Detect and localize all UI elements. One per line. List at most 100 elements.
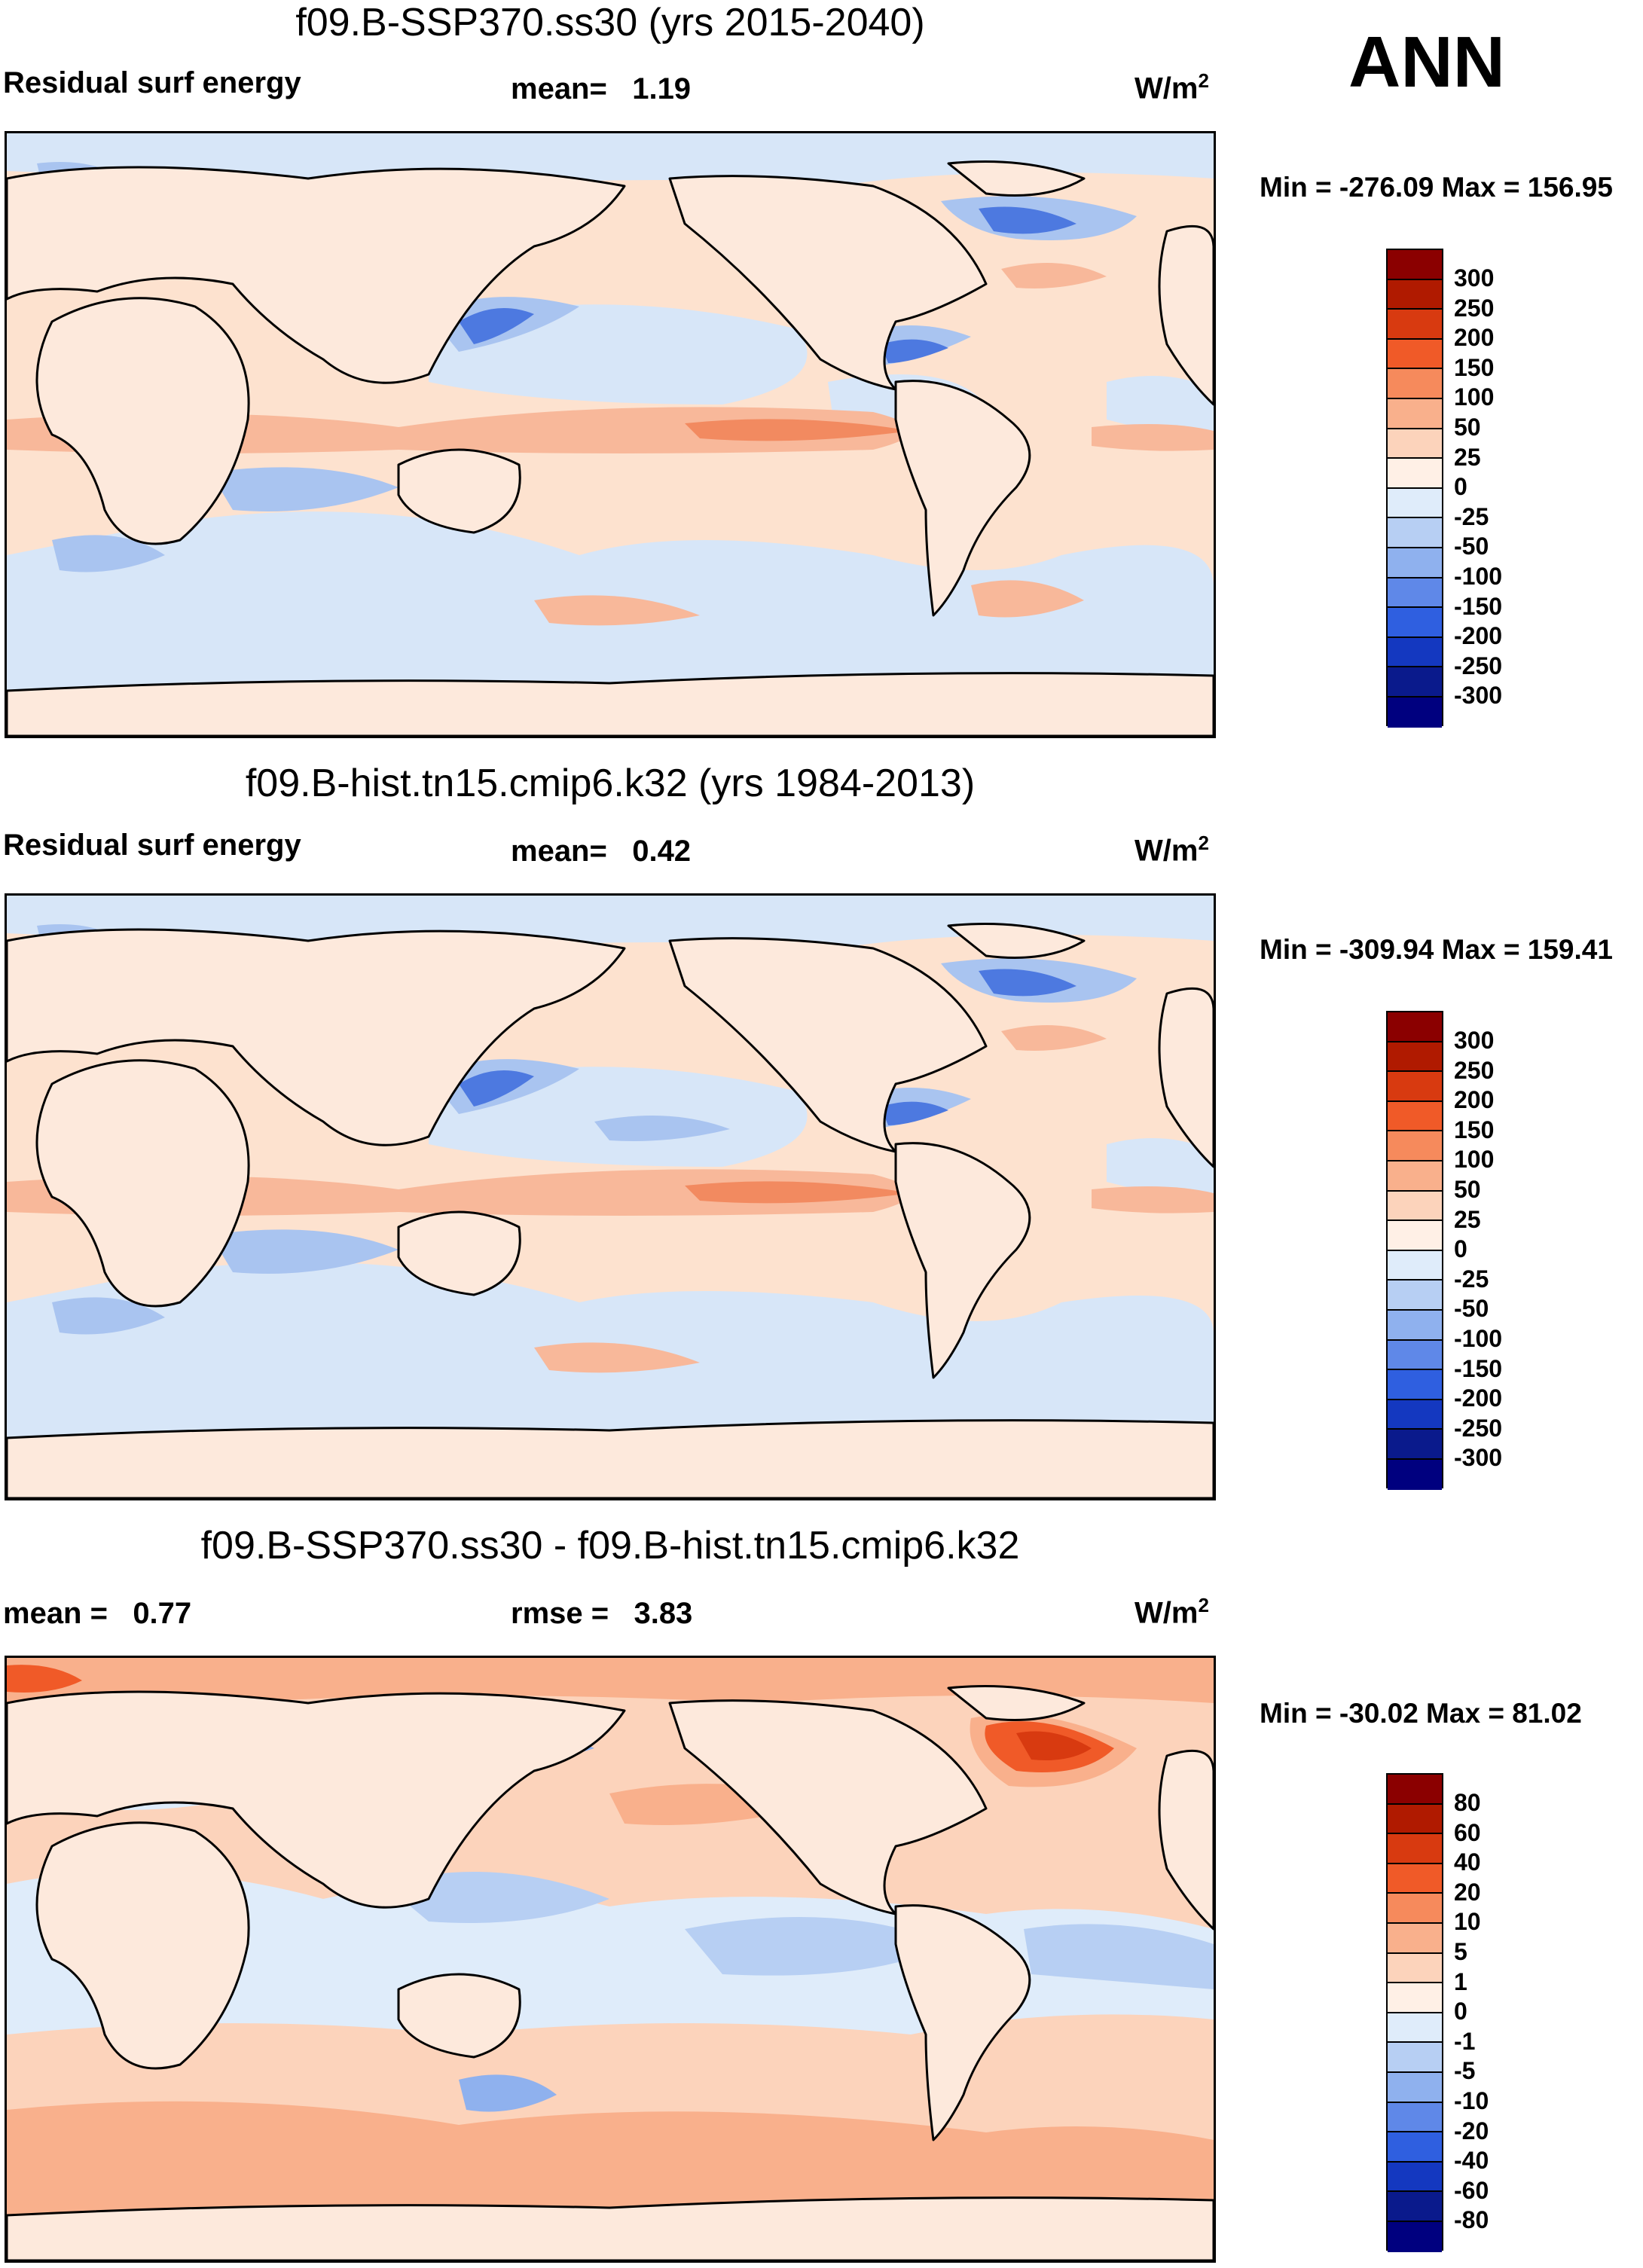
panel-1-tick: -200 (1454, 622, 1503, 650)
panel-1-swatch (1388, 578, 1442, 609)
panel-2-swatch (1388, 1370, 1442, 1400)
panel-2-colorbar (1386, 1011, 1443, 1490)
panel-2-tick: 25 (1454, 1205, 1481, 1233)
panel-2-map (5, 893, 1216, 1500)
panel-2-swatch (1388, 1221, 1442, 1251)
panel-1-swatch (1388, 608, 1442, 638)
panel-3-minmax: Min = -30.02 Max = 81.02 (1260, 1698, 1582, 1729)
panel-1-colorbar (1386, 249, 1443, 728)
panel-2-tick: 0 (1454, 1235, 1467, 1263)
panel-3-tick: -10 (1454, 2086, 1489, 2114)
panel-3-tick: 40 (1454, 1848, 1481, 1876)
panel-1-tick: 0 (1454, 473, 1467, 501)
panel-2-tick: 250 (1454, 1056, 1495, 1084)
panel-2-title: f09.B-hist.tn15.cmip6.k32 (yrs 1984-2013… (245, 762, 976, 805)
panel-3-swatch (1388, 2192, 1442, 2222)
panel-2-swatch (1388, 1042, 1442, 1073)
panel-2-swatch (1388, 1161, 1442, 1192)
panel-1-units: W/m2 (1135, 69, 1209, 105)
panel-3-colorbar-ticks: 80 60 40 20 10 5 1 0 -1 -5 -10 -20 -40 -… (1454, 1788, 1544, 2236)
panel-2-swatch (1388, 1430, 1442, 1460)
panel-3-rmse-label: rmse = 3.83 (511, 1597, 693, 1630)
panel-3-tick: -40 (1454, 2147, 1489, 2175)
panel-1-variable-label: Residual surf energy (3, 66, 301, 99)
panel-1-minmax: Min = -276.09 Max = 156.95 (1260, 172, 1613, 203)
panel-1-tick: 25 (1454, 443, 1481, 471)
panel-1-colorbar-ticks: 300 250 200 150 100 50 25 0 -25 -50 -100… (1454, 264, 1544, 711)
panel-1-swatch (1388, 459, 1442, 489)
panel-3-tick: 80 (1454, 1789, 1481, 1816)
panel-2-tick: 100 (1454, 1146, 1495, 1174)
panel-2-swatch (1388, 1250, 1442, 1281)
panel-3-tick: -20 (1454, 2117, 1489, 2144)
panel-2-tick: -100 (1454, 1324, 1503, 1352)
panel-3-mean-label: mean = 0.77 (3, 1597, 192, 1630)
panel-1-swatch (1388, 279, 1442, 310)
panel-3-map (5, 1656, 1216, 2263)
panel-1-map (5, 131, 1216, 738)
panel-1-swatch (1388, 697, 1442, 728)
panel-3-swatch (1388, 1923, 1442, 1954)
panel-2-tick: -250 (1454, 1414, 1503, 1442)
panel-2-swatch (1388, 1340, 1442, 1371)
panel-3-swatch (1388, 2132, 1442, 2163)
panel-1-mean-label: mean= 1.19 (511, 72, 692, 105)
panel-1-tick: -50 (1454, 533, 1489, 560)
panel-3-swatch (1388, 2162, 1442, 2193)
panel-1-swatch (1388, 398, 1442, 429)
panel-1-swatch (1388, 637, 1442, 668)
panel-1-swatch (1388, 429, 1442, 459)
panel-2-swatch (1388, 1310, 1442, 1341)
panel-1-swatch (1388, 369, 1442, 399)
panel-1-swatch (1388, 339, 1442, 370)
panel-2-tick: -200 (1454, 1384, 1503, 1412)
panel-2-swatch (1388, 1459, 1442, 1490)
panel-2-tick: 200 (1454, 1086, 1495, 1114)
panel-2-colorbar-ticks: 300 250 200 150 100 50 25 0 -25 -50 -100… (1454, 1026, 1544, 1473)
panel-1-tick: 250 (1454, 294, 1495, 322)
panel-3-swatch (1388, 2102, 1442, 2133)
panel-3-tick: 20 (1454, 1878, 1481, 1906)
panel-3-swatch (1388, 1775, 1442, 1805)
panel-3-swatch (1388, 1864, 1442, 1894)
panel-1-swatch (1388, 518, 1442, 548)
panel-3-swatch (1388, 1983, 1442, 2013)
panel-1-tick: -250 (1454, 652, 1503, 679)
panel-1-tick: -150 (1454, 592, 1503, 620)
panel-3-tick: -80 (1454, 2206, 1489, 2234)
panel-1-mean-value: 1.19 (632, 72, 692, 105)
panel-3-tick: -60 (1454, 2176, 1489, 2204)
panel-2-mean-label: mean= 0.42 (511, 835, 692, 868)
panel-3-tick: 5 (1454, 1937, 1467, 1965)
panel-3-rmse-value: 3.83 (634, 1597, 693, 1630)
panel-1-title: f09.B-SSP370.ss30 (yrs 2015-2040) (295, 1, 925, 44)
panel-2-tick: -150 (1454, 1354, 1503, 1382)
panel-2-tick: -50 (1454, 1295, 1489, 1323)
panel-2-tick: 50 (1454, 1175, 1481, 1203)
panel-2-swatch (1388, 1101, 1442, 1132)
panel-3-tick: 10 (1454, 1908, 1481, 1936)
panel-2-swatch (1388, 1400, 1442, 1430)
panel-1-swatch (1388, 488, 1442, 519)
panel-1-tick: 300 (1454, 264, 1495, 292)
panel-1-tick: -300 (1454, 682, 1503, 710)
panel-2-swatch (1388, 1191, 1442, 1222)
panel-2-swatch (1388, 1131, 1442, 1161)
panel-1-tick: -25 (1454, 502, 1489, 530)
panel-1-tick: 200 (1454, 324, 1495, 352)
panel-3-tick: -1 (1454, 2027, 1476, 2055)
panel-3-colorbar (1386, 1773, 1443, 2252)
panel-2-variable-label: Residual surf energy (3, 829, 301, 862)
panel-2-minmax: Min = -309.94 Max = 159.41 (1260, 934, 1613, 965)
panel-1-tick: 100 (1454, 383, 1495, 411)
panel-1-tick: 150 (1454, 353, 1495, 381)
panel-3-swatch (1388, 1953, 1442, 1984)
panel-3-swatch (1388, 2043, 1442, 2073)
panel-2-mean-value: 0.42 (632, 835, 692, 868)
panel-3-tick: -5 (1454, 2057, 1476, 2085)
panel-2-tick: 300 (1454, 1027, 1495, 1054)
panel-3-tick: 0 (1454, 1998, 1467, 2025)
panel-1-swatch (1388, 310, 1442, 340)
panel-2-swatch (1388, 1072, 1442, 1102)
panel-3-tick: 1 (1454, 1967, 1467, 1995)
